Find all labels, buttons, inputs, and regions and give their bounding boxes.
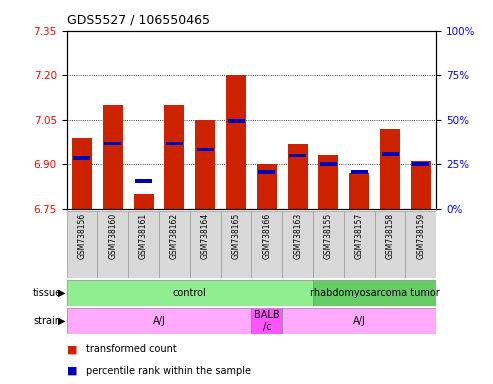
Text: control: control bbox=[173, 288, 207, 298]
Text: GSM738159: GSM738159 bbox=[417, 213, 425, 259]
Bar bbox=[195, 120, 215, 209]
Bar bbox=[67, 211, 98, 278]
Bar bbox=[221, 211, 251, 278]
Text: ▶: ▶ bbox=[58, 316, 66, 326]
Bar bbox=[251, 211, 282, 278]
Bar bbox=[344, 211, 375, 278]
Bar bbox=[405, 211, 436, 278]
Bar bbox=[382, 152, 399, 156]
Bar bbox=[411, 161, 431, 209]
Bar bbox=[98, 211, 128, 278]
Bar bbox=[380, 129, 400, 209]
Bar bbox=[159, 211, 190, 278]
Text: ▶: ▶ bbox=[58, 288, 66, 298]
Bar bbox=[257, 164, 277, 209]
Text: GSM738164: GSM738164 bbox=[201, 213, 210, 259]
Text: A/J: A/J bbox=[153, 316, 165, 326]
Bar bbox=[128, 211, 159, 278]
Bar bbox=[197, 147, 214, 151]
Text: GSM738160: GSM738160 bbox=[108, 213, 117, 259]
Text: transformed count: transformed count bbox=[86, 344, 177, 354]
Bar bbox=[258, 170, 276, 174]
Bar bbox=[103, 105, 123, 209]
Bar bbox=[351, 170, 368, 174]
Bar bbox=[282, 308, 436, 334]
Text: GSM738156: GSM738156 bbox=[77, 213, 86, 259]
Text: GSM738157: GSM738157 bbox=[355, 213, 364, 259]
Bar bbox=[134, 194, 154, 209]
Text: GSM738155: GSM738155 bbox=[324, 213, 333, 259]
Text: BALB
/c: BALB /c bbox=[254, 310, 280, 332]
Bar bbox=[289, 154, 306, 157]
Bar bbox=[313, 211, 344, 278]
Bar bbox=[166, 142, 183, 146]
Text: GDS5527 / 106550465: GDS5527 / 106550465 bbox=[67, 14, 210, 27]
Text: rhabdomyosarcoma tumor: rhabdomyosarcoma tumor bbox=[310, 288, 440, 298]
Bar bbox=[412, 162, 429, 166]
Bar bbox=[282, 211, 313, 278]
Bar bbox=[104, 142, 121, 146]
Text: ■: ■ bbox=[67, 366, 77, 376]
Bar bbox=[375, 211, 405, 278]
Bar bbox=[349, 173, 369, 209]
Text: GSM738161: GSM738161 bbox=[139, 213, 148, 259]
Bar bbox=[72, 137, 92, 209]
Text: tissue: tissue bbox=[33, 288, 62, 298]
Bar bbox=[67, 280, 313, 306]
Text: GSM738165: GSM738165 bbox=[232, 213, 241, 259]
Bar bbox=[67, 308, 251, 334]
Text: percentile rank within the sample: percentile rank within the sample bbox=[86, 366, 251, 376]
Bar bbox=[318, 156, 339, 209]
Bar bbox=[251, 308, 282, 334]
Bar bbox=[226, 75, 246, 209]
Text: GSM738163: GSM738163 bbox=[293, 213, 302, 259]
Bar bbox=[320, 162, 337, 166]
Bar bbox=[190, 211, 221, 278]
Bar bbox=[73, 157, 91, 161]
Text: GSM738162: GSM738162 bbox=[170, 213, 179, 259]
Bar bbox=[287, 144, 308, 209]
Text: A/J: A/J bbox=[353, 316, 366, 326]
Text: strain: strain bbox=[34, 316, 62, 326]
Bar bbox=[164, 105, 184, 209]
Bar bbox=[227, 119, 245, 123]
Text: GSM738158: GSM738158 bbox=[386, 213, 394, 259]
Bar bbox=[313, 280, 436, 306]
Bar bbox=[135, 179, 152, 183]
Text: GSM738166: GSM738166 bbox=[262, 213, 271, 259]
Text: ■: ■ bbox=[67, 344, 77, 354]
